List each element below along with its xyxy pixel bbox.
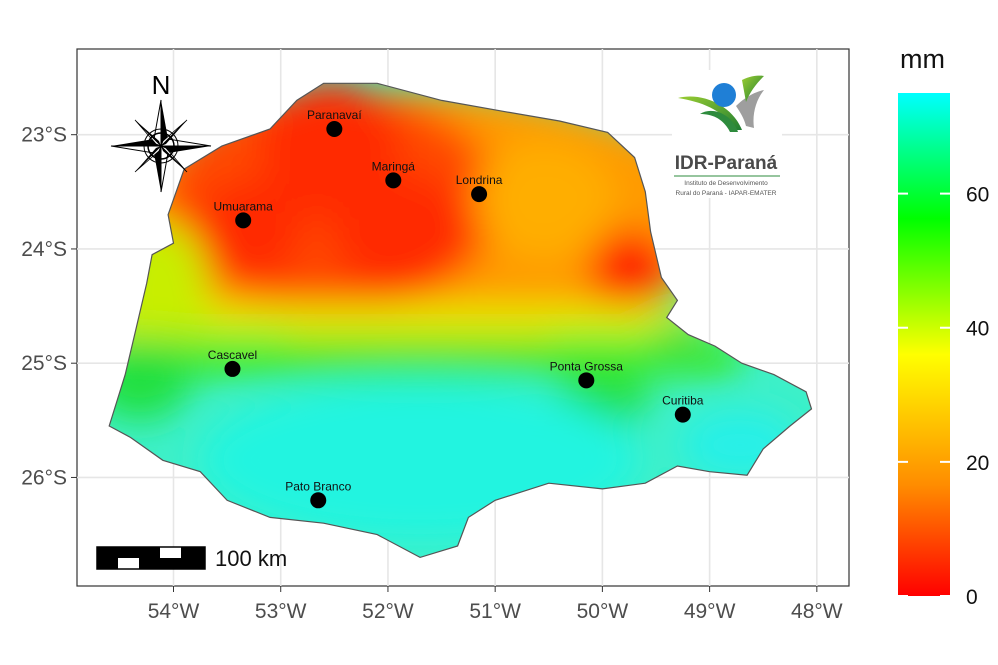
city-label: Maringá <box>372 159 416 173</box>
legend-tick-label: 20 <box>966 452 989 475</box>
city-marker: Londrina <box>456 173 503 203</box>
city-label: Londrina <box>456 173 503 187</box>
parana-state-outline <box>108 82 813 559</box>
logo-subtitle-2: Rural do Paraná - IAPAR-EMATER <box>676 190 777 197</box>
city-label: Curitiba <box>662 394 704 408</box>
scale-bar: 100 km <box>96 546 287 571</box>
city-marker: Maringá <box>372 159 416 189</box>
city-dot <box>224 360 241 377</box>
city-label: Umuarama <box>214 199 274 213</box>
idr-parana-logo-icon <box>678 75 764 132</box>
legend-tick-label: 60 <box>966 184 989 207</box>
city-marker: Umuarama <box>214 199 274 229</box>
y-tick-label: 24°S <box>21 238 67 261</box>
city-marker: Ponta Grossa <box>550 359 624 389</box>
city-dot <box>578 372 595 389</box>
legend-colorbar <box>898 93 950 596</box>
x-tick-label: 54°W <box>148 600 200 623</box>
city-label: Paranavaí <box>307 108 362 122</box>
city-dot <box>674 406 691 423</box>
x-tick-label: 49°W <box>684 600 736 623</box>
legend-title: mm <box>900 44 945 74</box>
scale-bar-label: 100 km <box>215 546 287 571</box>
legend-tick-label: 0 <box>966 586 978 609</box>
x-tick-label: 53°W <box>255 600 307 623</box>
x-tick-label: 52°W <box>362 600 414 623</box>
x-tick-label: 48°W <box>791 600 843 623</box>
x-tick-label: 51°W <box>469 600 521 623</box>
y-tick-label: 23°S <box>21 124 67 147</box>
city-dot <box>471 186 488 203</box>
city-markers: Paranavaí Maringá Londrina Umuarama Cascavel… <box>208 108 704 509</box>
city-marker: Paranavaí <box>307 108 362 137</box>
city-label: Pato Branco <box>285 479 351 493</box>
city-dot <box>310 492 327 509</box>
city-dot <box>326 120 343 137</box>
y-tick-label: 26°S <box>21 466 67 489</box>
legend-tick-label: 40 <box>966 318 989 341</box>
y-axis-ticks: 23°S 24°S 25°S 26°S <box>21 124 77 489</box>
city-marker: Curitiba <box>662 394 704 423</box>
city-dot <box>385 172 402 189</box>
city-dot <box>235 212 252 229</box>
north-arrow-label: N <box>152 70 171 100</box>
compass-rose-icon <box>110 99 212 193</box>
idr-parana-logo: IDR-Paraná Instituto de Desenvolvimento … <box>672 70 782 198</box>
x-axis-ticks: 54°W 53°W 52°W 51°W 50°W 49°W 48°W <box>148 586 843 623</box>
city-label: Cascavel <box>208 348 257 362</box>
logo-title: IDR-Paraná <box>675 153 778 174</box>
legend: mm 0 20 40 60 <box>898 44 989 609</box>
y-tick-label: 25°S <box>21 352 67 375</box>
city-marker: Pato Branco <box>285 479 352 509</box>
legend-ticks: 0 20 40 60 <box>898 184 989 609</box>
city-label: Ponta Grossa <box>550 359 624 373</box>
north-arrow: N <box>110 70 212 193</box>
city-marker: Cascavel <box>208 348 257 377</box>
logo-subtitle-1: Instituto de Desenvolvimento <box>684 180 768 187</box>
x-tick-label: 50°W <box>577 600 629 623</box>
